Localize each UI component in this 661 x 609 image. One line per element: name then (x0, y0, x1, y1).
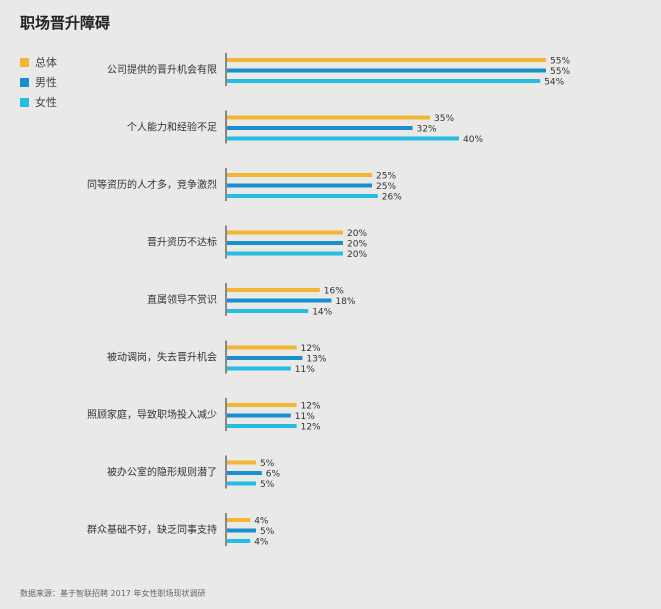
bar-female (227, 136, 459, 141)
category-label: 晋升资历不达标 (147, 237, 217, 249)
bar-male (227, 126, 413, 130)
category-label: 照顾家庭，导致职场投入减少 (87, 408, 217, 421)
legend-label-overall: 总体 (35, 56, 57, 69)
legend-item-overall: 总体 (20, 52, 57, 72)
bar-female (227, 194, 378, 198)
value-label-overall: 4% (254, 517, 269, 527)
bar-male (227, 68, 546, 73)
bar-overall (227, 518, 251, 522)
source-note: 数据来源：基于智联招聘 2017 年女性职场现状调研 (20, 589, 206, 598)
value-label-female: 26% (382, 193, 402, 203)
value-label-overall: 55% (550, 57, 570, 67)
value-label-male: 20% (347, 240, 367, 250)
value-label-overall: 16% (324, 287, 344, 297)
legend-item-female: 女性 (20, 92, 57, 112)
bar-male (227, 471, 262, 475)
value-label-female: 11% (295, 365, 315, 375)
value-label-female: 54% (544, 78, 564, 88)
bar-male (227, 241, 343, 245)
value-label-male: 25% (376, 182, 396, 192)
bar-overall (227, 230, 343, 235)
category-label: 公司提供的晋升机会有限 (107, 63, 217, 76)
legend: 总体 男性 女性 (20, 52, 57, 112)
bar-female (227, 309, 309, 313)
value-label-male: 11% (295, 412, 315, 422)
value-label-female: 4% (254, 538, 269, 548)
value-label-female: 40% (463, 135, 483, 145)
bar-overall (227, 288, 320, 292)
bar-male (227, 298, 332, 303)
bar-male (227, 356, 303, 360)
legend-label-male: 男性 (35, 76, 57, 89)
value-label-overall: 20% (347, 229, 367, 239)
chart-title: 职场晋升障碍 (20, 14, 111, 32)
legend-swatch-female (20, 97, 29, 107)
bar-overall (227, 115, 430, 120)
value-label-male: 32% (417, 125, 437, 135)
bar-overall (227, 403, 297, 407)
value-label-overall: 35% (434, 114, 454, 124)
value-label-male: 55% (550, 67, 570, 77)
bar-female (227, 251, 343, 256)
bar-overall (227, 173, 372, 177)
bar-overall (227, 460, 256, 465)
legend-swatch-overall (20, 57, 29, 67)
category-label: 被动调岗，失去晋升机会 (107, 351, 217, 364)
category-label: 同等资历的人才多，竞争激烈 (87, 178, 217, 191)
value-label-female: 20% (347, 250, 367, 260)
value-label-male: 6% (266, 470, 281, 480)
category-label: 直属领导不赏识 (147, 293, 217, 306)
bar-male (227, 183, 372, 188)
value-label-female: 12% (301, 423, 321, 433)
bar-female (227, 366, 291, 371)
category-label: 个人能力和经验不足 (127, 121, 217, 134)
bar-male (227, 413, 291, 418)
bar-female (227, 481, 256, 486)
value-label-overall: 12% (301, 344, 321, 354)
value-label-male: 5% (260, 527, 275, 537)
value-label-overall: 12% (301, 402, 321, 412)
bar-male (227, 528, 256, 533)
value-label-overall: 5% (260, 459, 275, 469)
legend-label-female: 女性 (35, 96, 57, 109)
value-label-male: 13% (306, 355, 326, 365)
value-label-female: 14% (312, 308, 332, 318)
category-label: 被办公室的隐形规则潜了 (107, 466, 217, 479)
bar-female (227, 539, 251, 543)
legend-swatch-male (20, 77, 29, 87)
bar-overall (227, 345, 297, 350)
value-label-female: 5% (260, 480, 275, 490)
bar-female (227, 424, 297, 428)
bar-female (227, 79, 541, 83)
value-label-overall: 25% (376, 172, 396, 182)
bar-overall (227, 58, 546, 62)
legend-item-male: 男性 (20, 72, 57, 92)
category-label: 群众基础不好，缺乏同事支持 (87, 523, 217, 536)
value-label-male: 18% (335, 297, 355, 307)
